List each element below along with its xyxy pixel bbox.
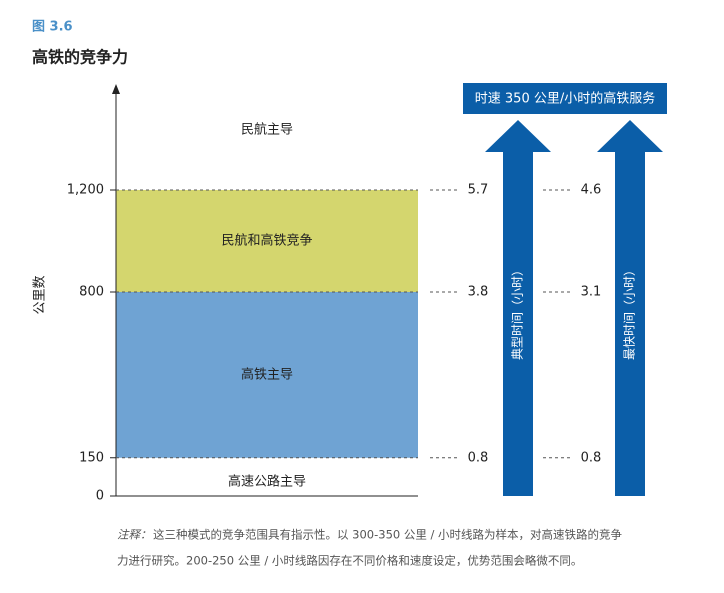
band [116,292,418,458]
service-header [463,83,667,114]
time-value: 3.1 [581,285,602,300]
note-label: 注释： [117,528,152,542]
band-label: 民航主导 [241,122,293,138]
chart-title: 高铁的竞争力 [32,48,128,67]
time-value: 0.8 [581,450,602,465]
y-tick-label: 0 [96,489,104,504]
time-value: 3.8 [468,285,489,300]
note-line: 力进行研究。200-250 公里 / 小时线路因存在不同价格和速度设定，优势范围… [117,554,582,568]
y-tick-label: 800 [79,285,104,300]
arrow [597,120,663,496]
band [116,88,418,190]
service-title: 时速 350 公里/小时的高铁服务 [475,91,655,107]
figure-label: 图 3.6 [32,20,73,35]
time-value: 4.6 [581,183,602,198]
arrow-label: 典型时间（小时） [511,264,525,360]
arrow-label: 最快时间（小时） [623,264,637,360]
band-label: 民航和高铁竞争 [221,233,312,249]
time-value: 5.7 [468,183,489,198]
y-axis-label: 公里数 [33,275,48,314]
arrow [485,120,551,496]
axis-arrow [112,84,120,94]
time-value: 0.8 [468,450,489,465]
y-tick-label: 150 [79,450,104,465]
y-tick-label: 1,200 [67,183,104,198]
band [116,190,418,292]
band-label: 高速公路主导 [228,474,306,490]
band-label: 高铁主导 [241,366,293,382]
note-line: 这三种模式的竞争范围具有指示性。以 300-350 公里 / 小时线路为样本，对… [153,528,623,542]
band [116,457,418,496]
